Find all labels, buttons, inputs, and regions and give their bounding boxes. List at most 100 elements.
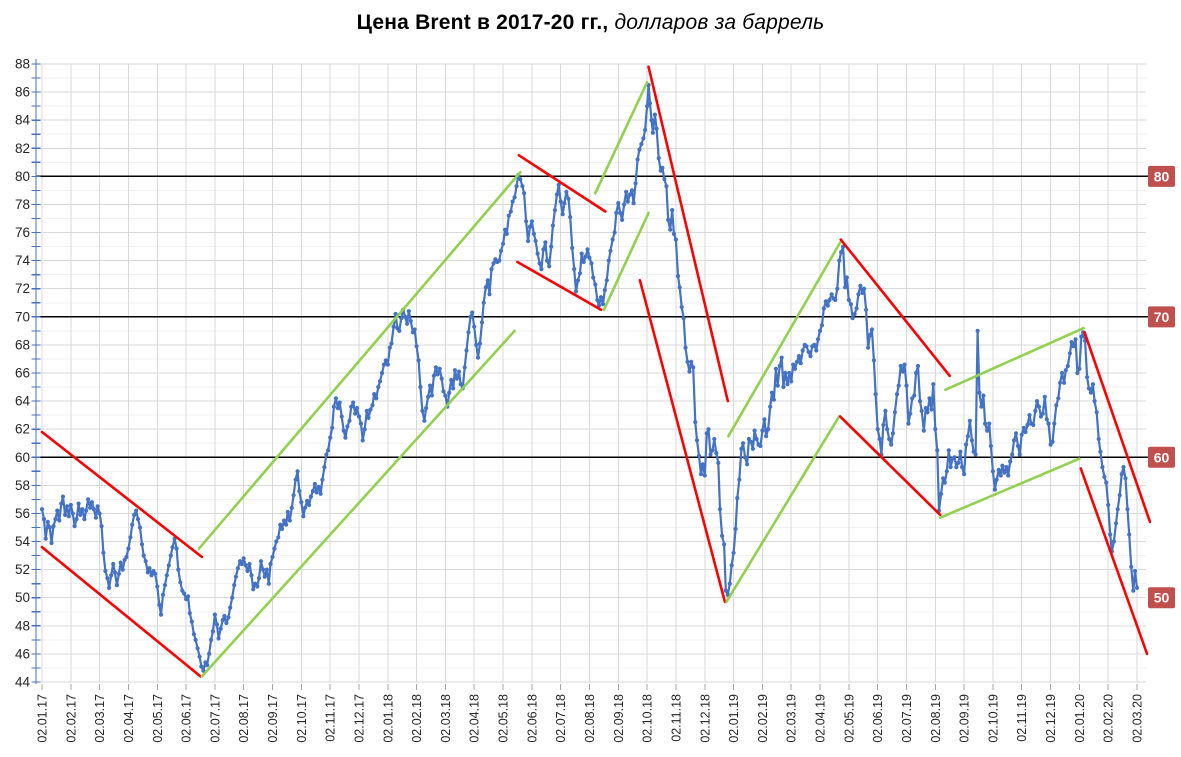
price-point (353, 411, 358, 416)
price-point (894, 392, 900, 397)
price-point (660, 165, 665, 170)
chart-title: Цена Brent в 2017-20 гг., долларов за ба… (0, 11, 1181, 35)
price-point (639, 142, 644, 147)
price-point (1069, 340, 1074, 345)
price-point (97, 511, 102, 516)
price-point (1010, 452, 1015, 457)
price-point (681, 316, 686, 321)
trendline-down (638, 278, 727, 604)
price-point (875, 427, 880, 432)
price-point (737, 477, 742, 482)
price-point (468, 314, 473, 319)
price-point (664, 184, 669, 189)
price-point (116, 571, 121, 576)
price-point (1006, 473, 1011, 478)
price-point (57, 518, 62, 523)
price-point (529, 219, 535, 224)
price-badge-label-60: 60 (1154, 449, 1170, 465)
price-point (176, 567, 181, 572)
x-tick-label: 02.10.17 (295, 694, 309, 743)
price-point (512, 195, 517, 200)
price-point (474, 342, 479, 347)
price-point (526, 238, 531, 244)
price-point (717, 507, 723, 512)
price-point (731, 550, 736, 555)
x-tick-label: 02.03.20 (1131, 694, 1145, 743)
x-tick-label: 02.01.18 (381, 694, 395, 743)
price-point (716, 460, 721, 465)
price-point (374, 396, 379, 401)
price-badge-80 (1148, 165, 1175, 187)
price-point (606, 258, 611, 263)
price-point (132, 512, 137, 518)
price-point (647, 101, 653, 106)
price-point (762, 417, 767, 422)
price-point (825, 303, 830, 308)
price-point (862, 286, 867, 291)
price-point (441, 389, 446, 394)
price-point (610, 237, 615, 242)
price-point (641, 136, 646, 141)
price-point (520, 184, 525, 189)
price-point (881, 422, 886, 428)
price-badge-label-50: 50 (1154, 590, 1170, 606)
price-point (1086, 386, 1091, 391)
x-tick-label: 02.10.19 (986, 694, 1000, 743)
price-point (977, 390, 982, 395)
price-point (535, 251, 540, 256)
price-point (1115, 507, 1120, 512)
price-point (297, 488, 302, 494)
price-point (66, 514, 71, 519)
price-point (743, 455, 748, 460)
price-point (191, 632, 196, 637)
price-point (1106, 502, 1111, 508)
price-point (210, 629, 215, 634)
price-point (103, 568, 108, 574)
price-point (416, 358, 421, 363)
price-point (645, 104, 650, 109)
price-point (1008, 459, 1013, 464)
price-point (764, 434, 769, 439)
price-point (675, 274, 681, 279)
price-point (101, 550, 106, 555)
price-point (118, 560, 123, 565)
price-point (589, 261, 594, 266)
price-point (366, 415, 371, 420)
price-point (226, 615, 231, 620)
price-point (598, 295, 604, 300)
price-point (792, 366, 798, 371)
price-point (745, 462, 750, 467)
price-point (293, 477, 298, 482)
price-point (284, 522, 289, 527)
price-point (595, 297, 600, 303)
price-point (869, 327, 875, 332)
price-point (128, 535, 133, 540)
price-point (1058, 380, 1063, 385)
x-tick-label: 02.05.19 (842, 694, 856, 743)
price-point (864, 307, 869, 312)
price-point (931, 382, 936, 387)
price-point (794, 359, 800, 364)
price-point (137, 525, 143, 530)
price-point (975, 328, 980, 333)
price-point (452, 368, 457, 373)
price-point (602, 288, 607, 293)
price-point (285, 509, 290, 515)
price-point (485, 278, 490, 283)
price-point (49, 540, 54, 546)
x-tick-label: 02.06.18 (525, 694, 539, 743)
price-point (577, 271, 583, 276)
price-point (503, 227, 508, 232)
price-point (700, 462, 705, 467)
price-point (364, 408, 369, 413)
price-point (230, 595, 235, 600)
trendline-up (200, 329, 516, 678)
price-point (312, 481, 317, 487)
price-point (278, 522, 283, 527)
price-point (426, 394, 431, 399)
price-point (47, 525, 52, 530)
price-point (889, 442, 894, 447)
price-point (370, 403, 375, 408)
price-point (706, 427, 711, 432)
price-point (339, 414, 344, 419)
